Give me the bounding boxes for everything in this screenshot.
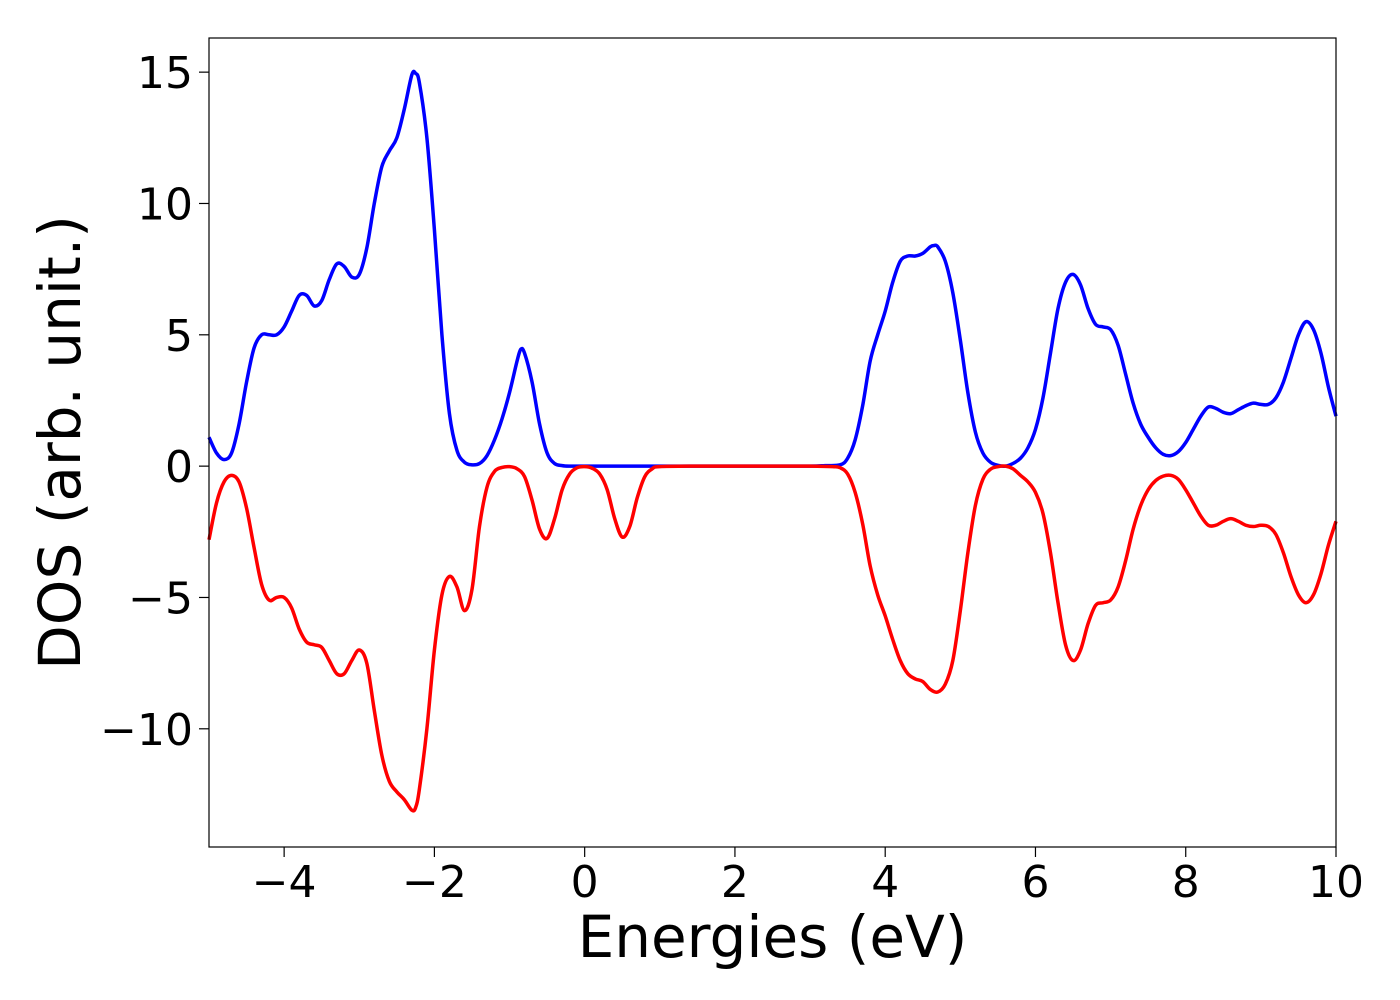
y-tick-label: −5 bbox=[128, 573, 193, 624]
y-tick-label: −10 bbox=[100, 705, 193, 756]
x-tick-label: 8 bbox=[1172, 857, 1200, 908]
x-tick-label: 10 bbox=[1308, 857, 1364, 908]
x-tick-label: 2 bbox=[721, 857, 749, 908]
y-tick-label: 15 bbox=[137, 48, 193, 99]
x-tick-label: 0 bbox=[571, 857, 599, 908]
ticks-layer: −4 −2 0 2 4 6 8 10 −10 −5 0 5 10 15 bbox=[100, 48, 1364, 908]
y-tick-label: 5 bbox=[165, 311, 193, 362]
x-axis-label: Energies (eV) bbox=[578, 903, 968, 971]
x-tick-label: 6 bbox=[1021, 857, 1049, 908]
series-line-1 bbox=[207, 464, 1338, 813]
plot-frame bbox=[208, 37, 1337, 848]
series-line-0 bbox=[207, 69, 1338, 468]
y-tick-label: 0 bbox=[165, 442, 193, 493]
x-tick-label: −4 bbox=[252, 857, 317, 908]
x-tick-label: 4 bbox=[871, 857, 899, 908]
x-tick-label: −2 bbox=[402, 857, 467, 908]
y-axis-label: DOS (arb. unit.) bbox=[26, 215, 94, 670]
y-tick-label: 10 bbox=[137, 179, 193, 230]
series-layer bbox=[207, 69, 1338, 813]
